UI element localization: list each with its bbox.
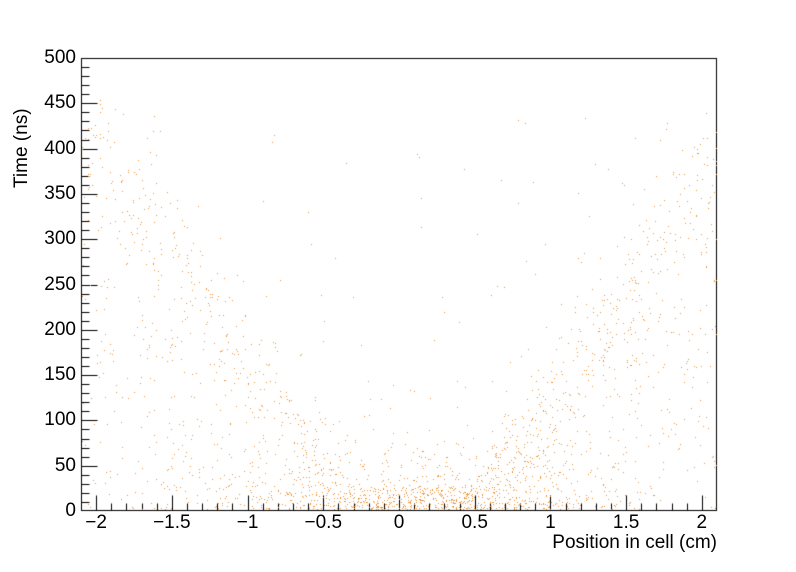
x-tick-label: 1.5 xyxy=(612,512,640,533)
x-axis-title: Position in cell (cm) xyxy=(552,532,717,553)
x-tick-label: 0.5 xyxy=(461,512,488,533)
x-tick-label: 2 xyxy=(696,512,708,533)
x-tick-label: 1 xyxy=(545,512,556,533)
x-tick-label: −2 xyxy=(85,512,107,533)
y-tick-label: 200 xyxy=(44,318,76,340)
y-tick-label: 100 xyxy=(44,409,76,431)
y-tick-label: 350 xyxy=(44,182,76,204)
y-tick-label: 50 xyxy=(54,454,76,476)
y-tick-label: 400 xyxy=(44,137,76,159)
x-tick-label: 0 xyxy=(393,512,405,533)
y-tick-label: 500 xyxy=(44,47,76,68)
x-tick-label: −1 xyxy=(236,512,259,533)
x-tick-label: −0.5 xyxy=(304,512,343,533)
x-tick-label: −1.5 xyxy=(153,512,191,533)
y-tick-label: 300 xyxy=(44,228,76,250)
y-tick-label: 150 xyxy=(44,364,76,386)
y-tick-label: 0 xyxy=(65,500,76,521)
y-tick-label: 450 xyxy=(44,92,76,114)
y-tick-label: 250 xyxy=(44,273,76,295)
